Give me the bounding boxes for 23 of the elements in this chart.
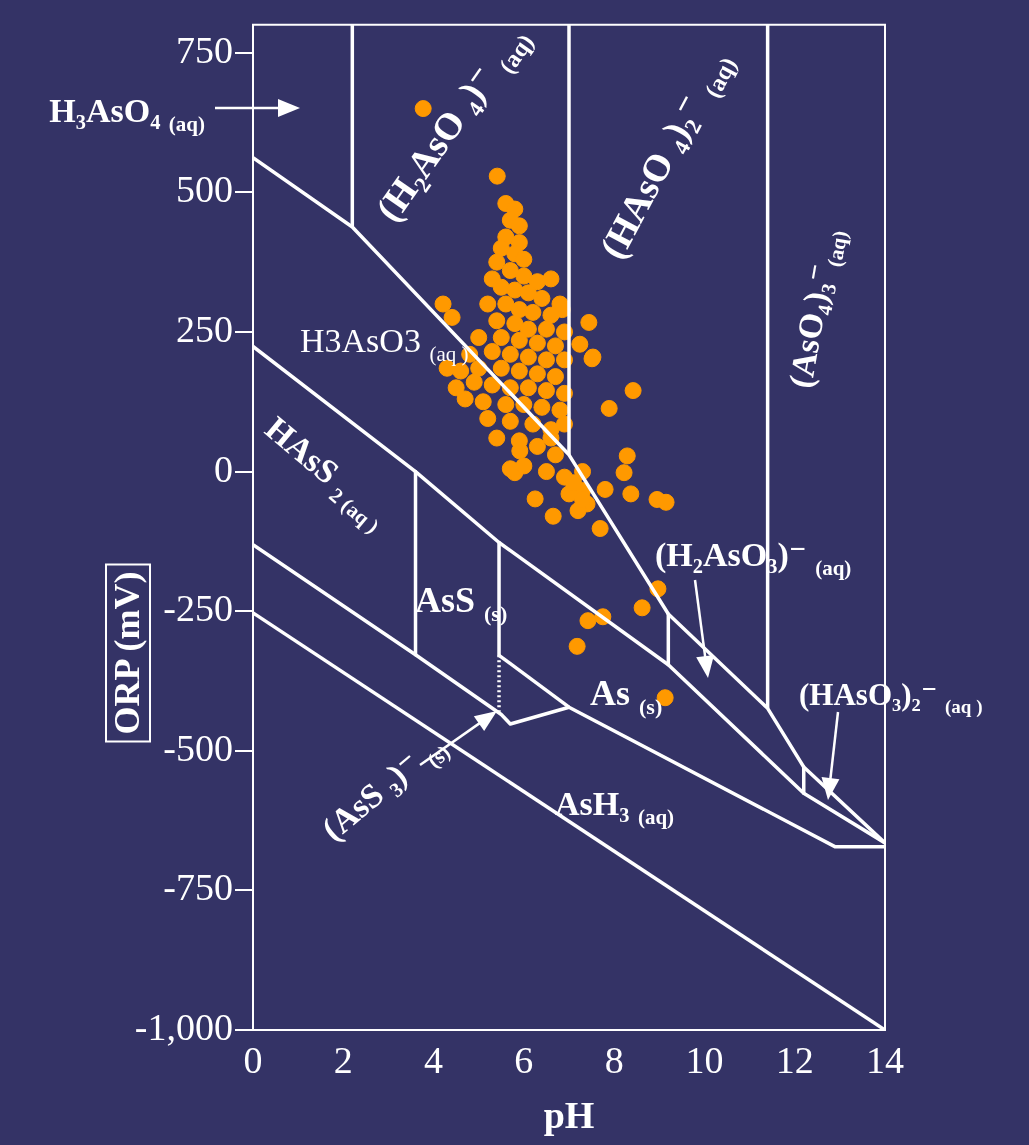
- y-tick-label: -750: [163, 866, 233, 909]
- y-tick-label: 0: [214, 447, 233, 490]
- x-tick-label: 2: [333, 1038, 353, 1081]
- y-tick-label: 500: [176, 168, 233, 211]
- text: H₃AsO₄ (aq): [49, 92, 206, 136]
- annotation: H3AsO3 (aq ): [300, 322, 469, 366]
- y-tick-label: 750: [176, 28, 233, 71]
- x-tick-label: 12: [775, 1038, 814, 1081]
- y-tick-label: 250: [176, 307, 233, 350]
- y-tick-label: -1,000: [134, 1005, 233, 1048]
- y-tick-label: -500: [163, 726, 233, 769]
- annotation: As (s): [590, 673, 663, 719]
- y-tick-label: -250: [163, 587, 233, 630]
- x-axis-title: pH: [543, 1094, 595, 1137]
- annotation: AsH₃ (aq): [555, 785, 675, 829]
- annotation: (AsO₄)₃⁻(aq): [781, 228, 853, 391]
- x-tick-label: 14: [866, 1038, 904, 1081]
- x-tick-label: 10: [685, 1038, 724, 1081]
- x-tick-label: 6: [514, 1038, 534, 1081]
- x-tick-label: 8: [604, 1038, 624, 1081]
- x-tick-label: 4: [424, 1038, 444, 1081]
- y-axis-title: ORP (mV): [107, 571, 148, 735]
- x-tick-label: 0: [243, 1038, 263, 1081]
